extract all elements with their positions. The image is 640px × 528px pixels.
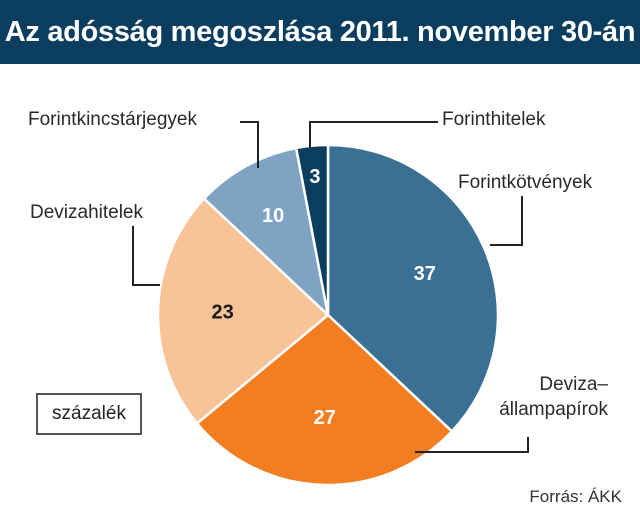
pie-slice [195, 313, 454, 487]
pie-slice [294, 143, 330, 317]
slice-category-label: Forintkincstárjegyek [28, 109, 197, 130]
unit-label: százalék [36, 393, 142, 435]
title-bar: Az adósság megoszlása 2011. november 30-… [0, 0, 640, 64]
pie-slice [326, 143, 500, 433]
slice-category-label: Forinthitelek [442, 109, 546, 130]
slice-value-label: 3 [309, 166, 320, 188]
slice-category-label: állampapírok [499, 399, 608, 420]
leader-line [132, 226, 160, 286]
slice-category-label: Devizahitelek [30, 202, 143, 223]
slice-value-label: 27 [314, 407, 336, 429]
slice-category-label: Forintkötvények [458, 172, 593, 193]
leader-line [490, 196, 523, 246]
chart-title: Az adósság megoszlása 2011. november 30-… [4, 15, 636, 48]
slice-value-label: 23 [212, 302, 234, 324]
leader-line [240, 121, 259, 168]
pie-slice [202, 146, 330, 317]
slice-category-label: Deviza– [539, 374, 608, 395]
slice-value-label: 10 [262, 205, 284, 227]
slice-value-label: 37 [414, 263, 436, 285]
pie-slice [156, 197, 330, 425]
leader-line [415, 437, 529, 453]
leader-line [309, 121, 438, 148]
source-note: Forrás: ÁKK [529, 487, 622, 506]
